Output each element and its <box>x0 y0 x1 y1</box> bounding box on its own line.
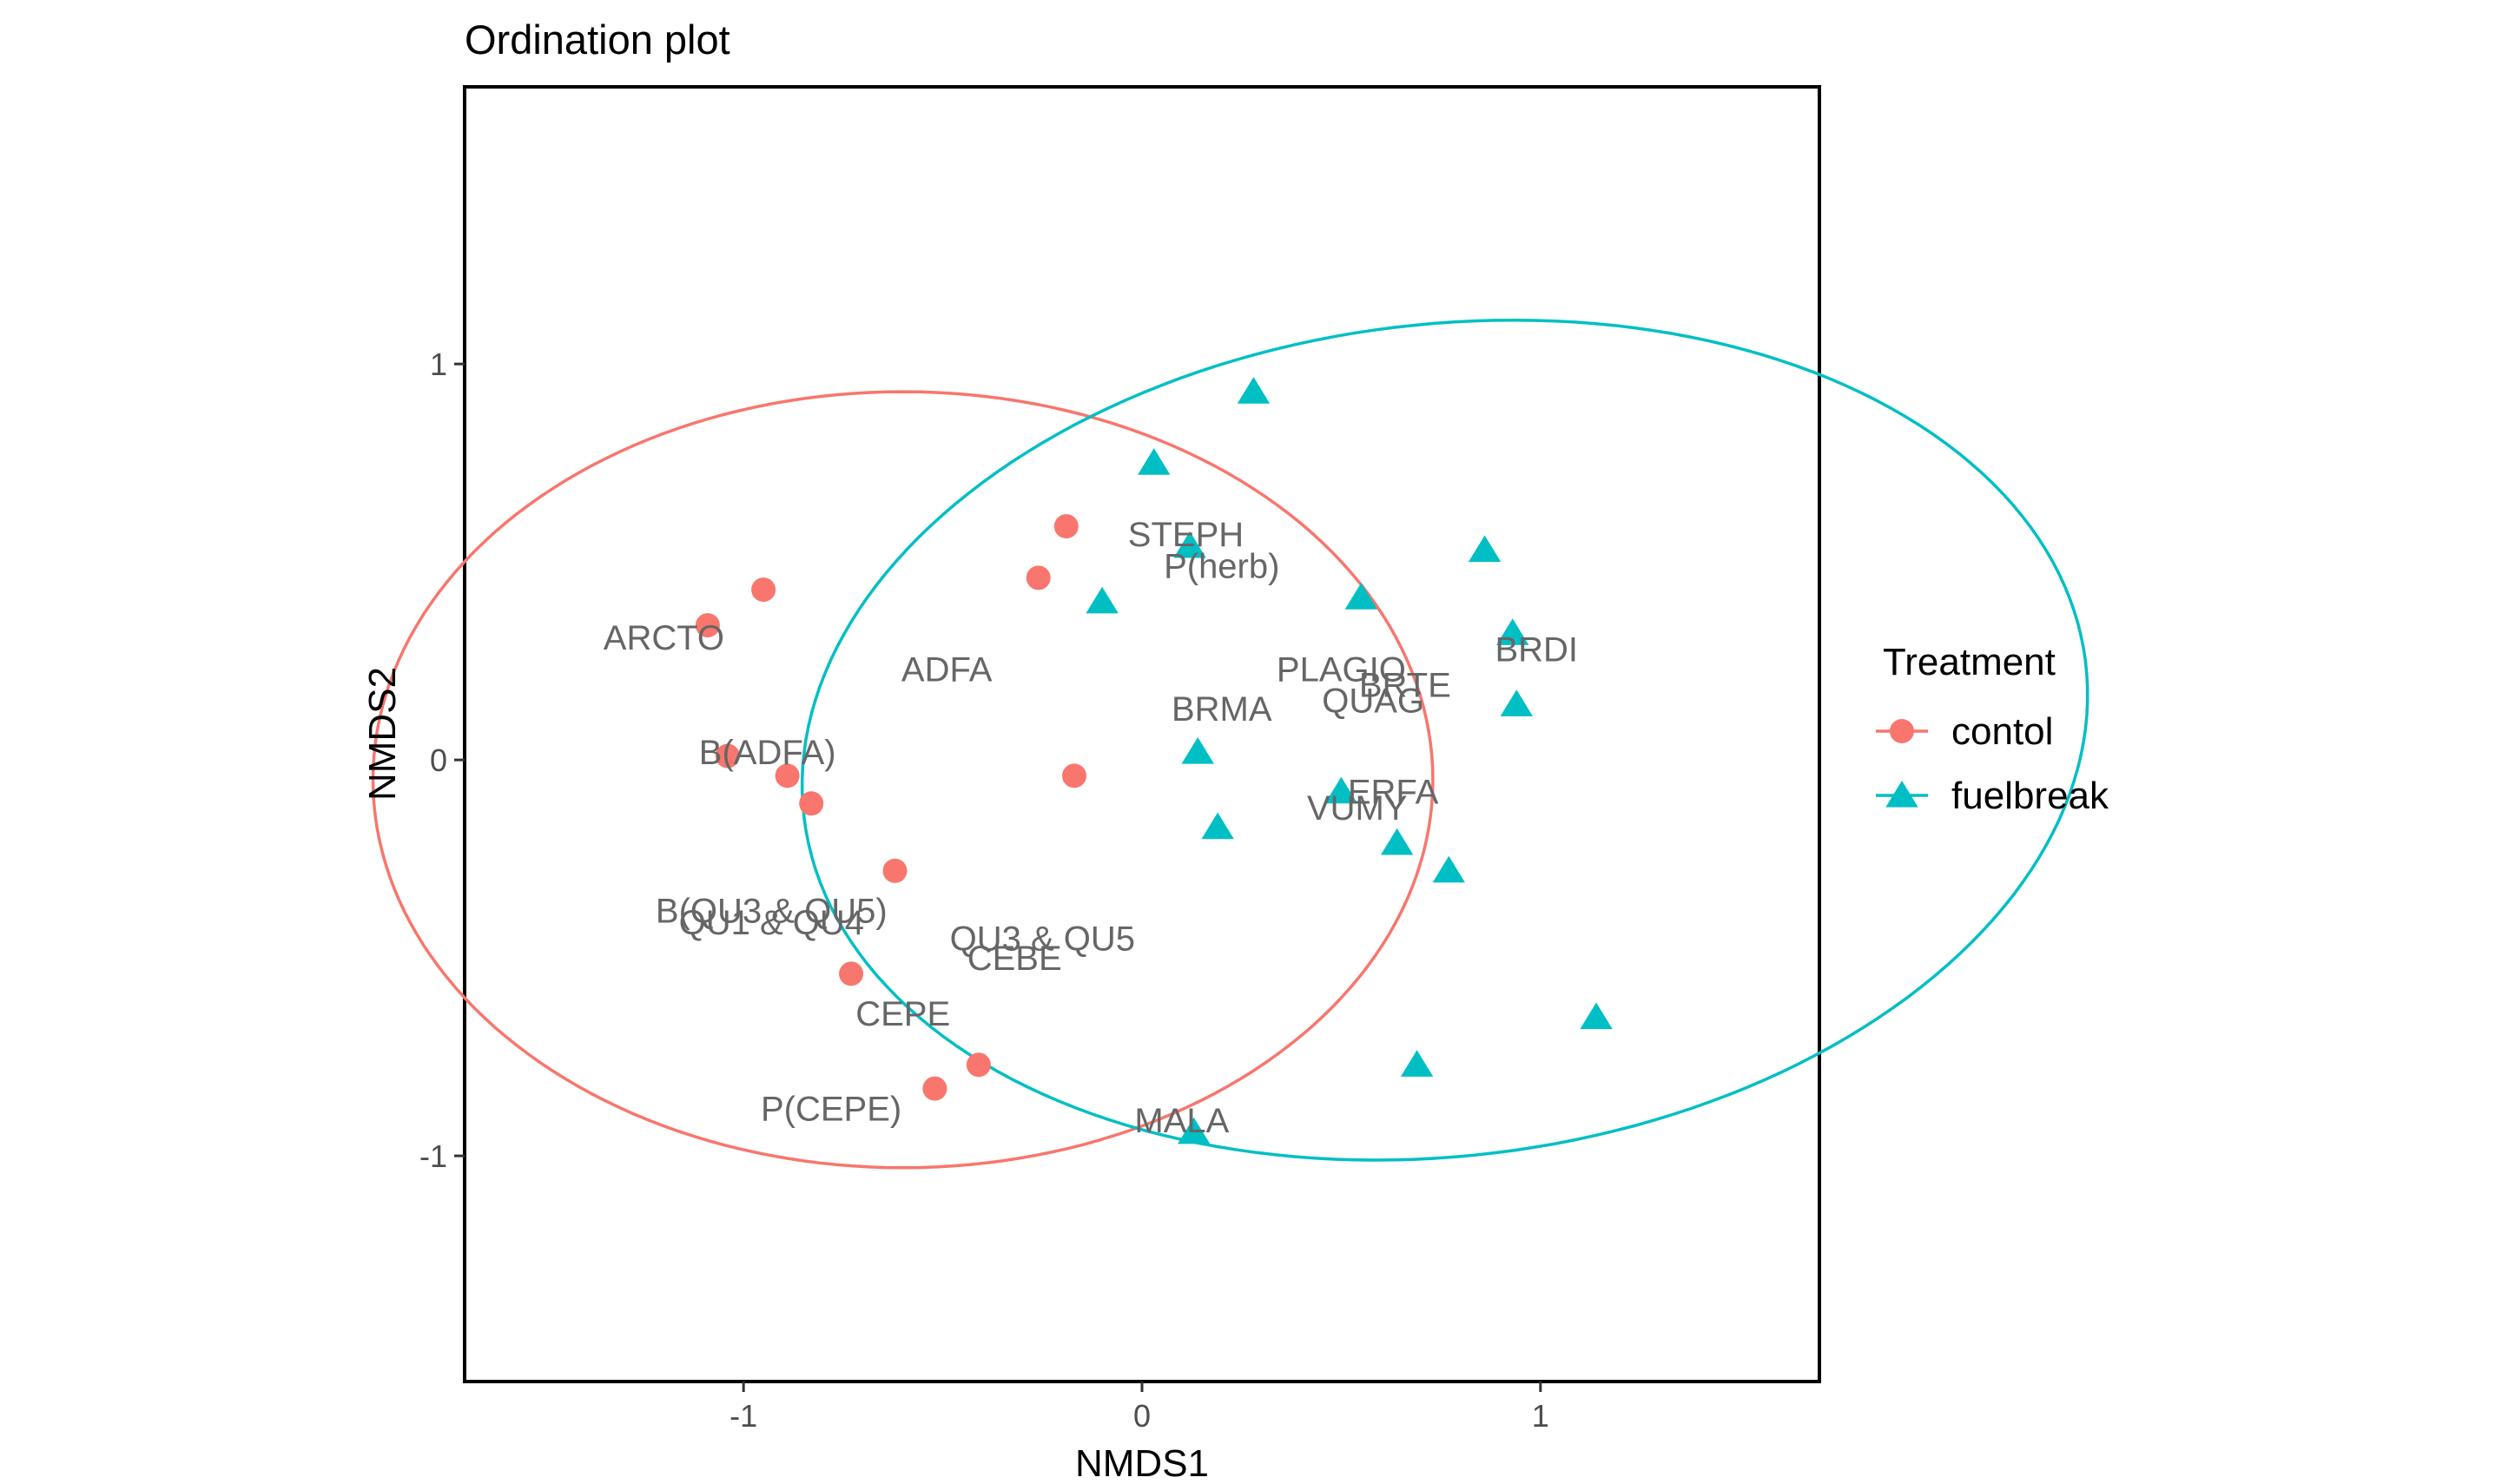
point-contol-11 <box>1026 565 1051 590</box>
y-tick-label: -1 <box>419 1138 447 1174</box>
point-contol-12 <box>1062 763 1086 788</box>
legend-entry-contol: contol <box>1876 710 2053 753</box>
point-contol-3 <box>715 743 740 768</box>
legend-label: contol <box>1951 710 2053 753</box>
point-fuelbreak-5 <box>1344 583 1378 610</box>
species-label-vumy: VUMY <box>1307 789 1408 828</box>
species-label-quag: QUAG <box>1322 683 1424 721</box>
point-contol-8 <box>922 1076 947 1101</box>
species-label-brdi: BRDI <box>1495 630 1578 669</box>
species-label-adfa: ADFA <box>901 650 993 689</box>
point-contol-9 <box>966 1052 991 1078</box>
species-label-cepe: CEPE <box>855 995 950 1033</box>
x-tick-label: 0 <box>1133 1398 1151 1434</box>
legend-key-circle <box>1890 719 1914 743</box>
x-axis-title: NMDS1 <box>1075 1442 1209 1484</box>
ellipse-contol <box>371 390 1435 1170</box>
point-contol-1 <box>695 613 720 638</box>
point-fuelbreak-10 <box>1201 812 1234 840</box>
species-label-b-adfa: B(ADFA) <box>699 734 836 772</box>
species-label-steph: STEPH <box>1128 516 1244 554</box>
legend-label: fuelbreak <box>1951 775 2109 817</box>
point-contol-4 <box>775 763 800 788</box>
y-tick-label: 1 <box>430 346 447 382</box>
point-fuelbreak-14 <box>1580 1002 1613 1030</box>
y-tick-label: 0 <box>430 742 447 778</box>
point-contol-6 <box>882 858 908 883</box>
y-axis-title: NMDS2 <box>361 667 404 801</box>
point-fuelbreak-6 <box>1468 535 1502 563</box>
legend-key-triangle <box>1885 781 1918 808</box>
points-layer <box>695 377 1613 1144</box>
point-fuelbreak-13 <box>1432 855 1465 883</box>
species-label-qu1-qu4: QU1 & QU4 <box>679 904 864 942</box>
legend: Treatment contol fuelbreak <box>1876 641 2109 817</box>
point-fuelbreak-12 <box>1380 828 1414 855</box>
x-tick-label: 1 <box>1532 1398 1549 1434</box>
chart-title: Ordination plot <box>465 16 730 63</box>
species-label-qu3-qu5: QU3 & QU5 <box>950 920 1135 958</box>
species-label-mala: MALA <box>1134 1102 1229 1140</box>
point-fuelbreak-2 <box>1138 448 1171 475</box>
legend-entries: contol fuelbreak <box>1876 710 2109 817</box>
ellipse-fuelbreak <box>800 318 2089 1162</box>
species-label-brma: BRMA <box>1172 690 1272 729</box>
species-label-b-qu3-qu5: B(QU3 & QU5) <box>656 892 888 930</box>
point-contol-7 <box>839 961 864 986</box>
plot-panel <box>463 85 1821 1383</box>
species-label-plagio: PLAGIO <box>1277 650 1406 689</box>
point-contol-10 <box>1053 514 1079 539</box>
x-tick-label: -1 <box>729 1398 757 1434</box>
point-fuelbreak-1 <box>1237 377 1271 404</box>
point-fuelbreak-8 <box>1500 689 1533 716</box>
point-fuelbreak-4 <box>1086 586 1119 614</box>
ellipses-layer <box>371 318 2089 1170</box>
axes-layer: -1 0 1 -1 0 1 <box>419 346 1549 1434</box>
point-contol-5 <box>799 791 824 816</box>
point-fuelbreak-9 <box>1181 737 1214 764</box>
point-fuelbreak-15 <box>1400 1050 1434 1077</box>
species-label-erfa: ERFA <box>1348 774 1439 812</box>
point-fuelbreak-7 <box>1496 618 1529 645</box>
species-label-arcto: ARCTO <box>604 619 724 657</box>
legend-title: Treatment <box>1883 641 2056 683</box>
point-contol-2 <box>751 577 776 603</box>
legend-entry-fuelbreak: fuelbreak <box>1876 775 2109 817</box>
species-label-cebe: CEBE <box>967 940 1062 978</box>
point-fuelbreak-3 <box>1173 531 1206 558</box>
point-fuelbreak-11 <box>1324 776 1358 804</box>
species-label-p-cepe: P(CEPE) <box>761 1090 901 1128</box>
species-label-brte: BRTE <box>1359 667 1451 705</box>
species-label-p-herb: P(herb) <box>1164 548 1279 586</box>
point-fuelbreak-16 <box>1177 1117 1211 1144</box>
